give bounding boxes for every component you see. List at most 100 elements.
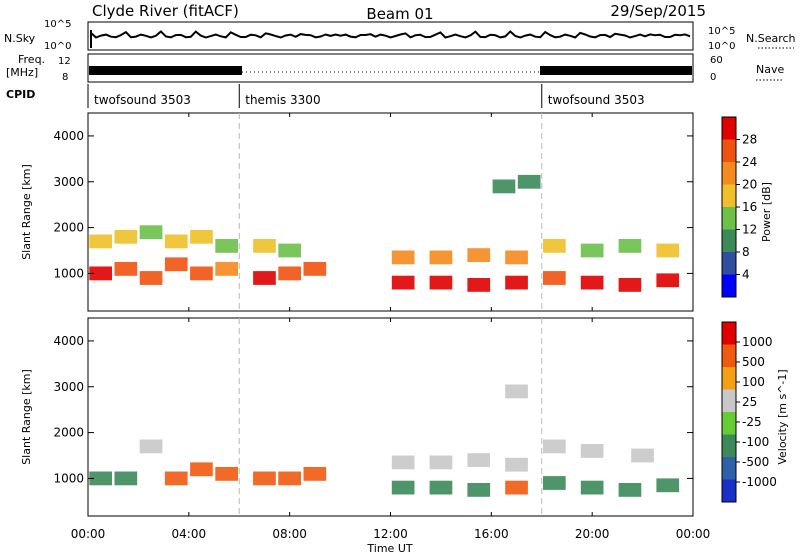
- data-cell: [505, 480, 528, 495]
- cpid-segment-label: themis 3300: [245, 93, 320, 107]
- power-colorbar-label: Power [dB]: [760, 182, 773, 242]
- freq-series-block-2: [540, 66, 692, 75]
- y-tick-label: 2000: [53, 221, 84, 235]
- velocity-y-axis: 1000 2000 3000 4000: [53, 334, 693, 485]
- data-cell: [89, 471, 112, 486]
- colorbar-tick-label: 16: [742, 200, 757, 214]
- data-cell: [505, 250, 528, 265]
- data-cell: [429, 275, 453, 290]
- data-cell: [164, 257, 188, 272]
- x-tick-label: 12:00: [373, 527, 408, 541]
- velocity-cells: [89, 318, 680, 516]
- colorbar-swatch: [722, 252, 736, 275]
- colorbar-tick-label: -500: [742, 455, 769, 469]
- y-tick-label: 4000: [53, 334, 84, 348]
- colorbar-tick-label: 20: [742, 178, 757, 192]
- data-cell: [656, 243, 680, 258]
- data-cell: [543, 439, 566, 454]
- x-tick-label: 20:00: [575, 527, 610, 541]
- data-cell: [580, 480, 604, 495]
- freq-left-label-2: [MHz]: [6, 66, 38, 79]
- y-tick-label: 2000: [53, 426, 84, 440]
- x-tick-label: 16:00: [474, 527, 509, 541]
- velocity-colorbar: 1000 500 100 25 -25 -100 -500 -1000: [721, 321, 777, 503]
- colorbar-swatch: [722, 274, 736, 297]
- noise-right-tick-low: 10^0: [708, 41, 735, 52]
- data-cell: [215, 239, 238, 253]
- y-tick-label: 1000: [53, 266, 84, 280]
- y-tick-label: 3000: [53, 175, 84, 189]
- x-tick-label: 00:00: [71, 527, 106, 541]
- colorbar-tick-label: 12: [742, 223, 757, 237]
- colorbar-tick-label: 1000: [742, 335, 773, 349]
- data-cell: [215, 262, 238, 276]
- colorbar-tick-label: 8: [742, 245, 750, 259]
- data-cell: [391, 455, 415, 470]
- cpid-segments: twofsound 3503 themis 3300 twofsound 3503: [94, 84, 645, 108]
- freq-right-tick-high: 60: [710, 55, 723, 66]
- data-cell: [139, 439, 163, 454]
- data-cell: [543, 239, 566, 253]
- data-cell: [505, 457, 528, 472]
- data-cell: [391, 275, 415, 290]
- data-cell: [505, 275, 528, 290]
- colorbar-swatch: [722, 207, 736, 230]
- noise-panel-frame: [87, 21, 694, 51]
- data-cell: [114, 471, 138, 486]
- y-tick-label: 3000: [53, 380, 84, 394]
- data-cell: [492, 179, 516, 194]
- data-cell: [139, 271, 163, 285]
- colorbar-tick-label: 100: [742, 375, 765, 389]
- data-cell: [543, 271, 566, 285]
- noise-left-label: N.Sky: [4, 32, 36, 45]
- colorbar-swatch: [722, 184, 736, 207]
- data-cell: [580, 444, 604, 458]
- freq-left-tick-high: 12: [58, 56, 71, 67]
- data-cell: [164, 234, 188, 249]
- data-cell: [543, 476, 566, 490]
- noise-right-tick-high: 10^5: [708, 26, 735, 37]
- velocity-colorbar-label: Velocity [m s^-1]: [776, 369, 789, 464]
- x-tick-label: 04:00: [172, 527, 207, 541]
- x-tick-label: 08:00: [272, 527, 307, 541]
- x-axis-label: Time UT: [366, 542, 412, 554]
- cpid-segment-label: twofsound 3503: [94, 93, 191, 107]
- colorbar-swatch: [722, 117, 736, 140]
- data-cell: [467, 483, 491, 497]
- data-cell: [278, 471, 301, 486]
- noise-sky-series: [90, 30, 691, 39]
- y-tick-label: 1000: [53, 471, 84, 485]
- colorbar-swatch: [722, 479, 736, 502]
- data-cell: [391, 480, 415, 495]
- power-cells: [89, 113, 680, 311]
- data-cell: [618, 483, 642, 497]
- noise-left-tick-low: 10^0: [44, 41, 71, 52]
- data-cell: [253, 471, 276, 486]
- power-y-axis: 1000 2000 3000 4000: [53, 129, 693, 280]
- data-cell: [631, 448, 654, 463]
- cpid-label: CPID: [6, 88, 35, 101]
- data-cell: [580, 275, 604, 290]
- data-cell: [190, 462, 213, 477]
- data-cell: [656, 273, 680, 288]
- y-tick-label: 4000: [53, 129, 84, 143]
- colorbar-tick-label: 25: [742, 395, 757, 409]
- data-cell: [656, 478, 680, 493]
- freq-panel-frame: [87, 53, 694, 83]
- data-cell: [429, 250, 453, 265]
- colorbar-swatch: [722, 457, 736, 480]
- colorbar-swatch: [722, 162, 736, 185]
- colorbar-swatch: [722, 344, 736, 367]
- data-cell: [391, 250, 415, 265]
- colorbar-tick-label: -25: [742, 415, 762, 429]
- data-cell: [114, 229, 138, 244]
- data-cell: [139, 225, 163, 240]
- data-cell: [215, 467, 238, 481]
- freq-left-label-1: Freq.: [18, 53, 45, 66]
- power-colorbar: 4 8 12 16 20 24 28: [721, 116, 757, 298]
- colorbar-swatch: [722, 389, 736, 412]
- colorbar-swatch: [722, 229, 736, 252]
- x-axis: 00:00 04:00 08:00 12:00 16:00 20:00 00:00: [71, 113, 710, 541]
- data-cell: [303, 467, 327, 481]
- data-cell: [253, 239, 276, 253]
